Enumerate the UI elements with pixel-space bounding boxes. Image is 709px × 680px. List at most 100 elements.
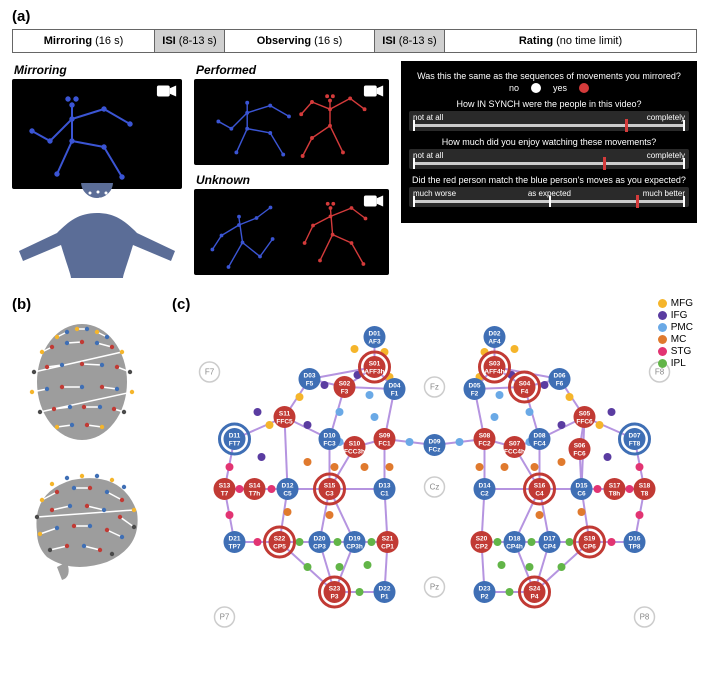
svg-text:FC1: FC1 [378, 441, 391, 448]
svg-text:C5: C5 [283, 491, 292, 498]
svg-text:S21: S21 [382, 536, 394, 543]
svg-text:S08: S08 [479, 433, 491, 440]
svg-text:D14: D14 [479, 483, 491, 490]
slider-q3[interactable]: not at allcompletely [409, 149, 689, 169]
svg-text:S23: S23 [329, 586, 341, 593]
svg-text:D08: D08 [534, 433, 546, 440]
svg-text:D23: D23 [479, 586, 491, 593]
svg-text:D17: D17 [544, 536, 556, 543]
svg-text:S07: S07 [509, 441, 521, 448]
svg-text:C2: C2 [480, 491, 489, 498]
svg-text:S22: S22 [274, 536, 286, 543]
panel-a-label: (a) [12, 8, 697, 25]
svg-text:S03: S03 [489, 361, 501, 368]
slider-q4[interactable]: much worseas expectedmuch better [409, 187, 689, 207]
panel-c-label: (c) [172, 296, 697, 313]
slider-label-right: completely [647, 113, 685, 122]
svg-text:CP6: CP6 [583, 544, 596, 551]
svg-text:C6: C6 [577, 491, 586, 498]
timeline-rating-label: Rating [519, 35, 553, 47]
svg-text:CP4h: CP4h [506, 544, 523, 551]
svg-text:S18: S18 [639, 483, 651, 490]
svg-text:P1: P1 [381, 594, 389, 601]
radio-yes-icon[interactable] [579, 83, 589, 93]
svg-text:FC3: FC3 [323, 441, 336, 448]
svg-text:S02: S02 [339, 381, 351, 388]
svg-text:P7: P7 [220, 613, 230, 622]
legend-panel-c: MFGIFGPMCMCSTGIPL [658, 298, 693, 370]
svg-text:F6: F6 [556, 381, 564, 388]
svg-text:D18: D18 [509, 536, 521, 543]
svg-text:D11: D11 [229, 433, 241, 440]
svg-text:S06: S06 [574, 443, 586, 450]
svg-text:S11: S11 [279, 411, 291, 418]
rating-q1-yes-label: yes [553, 83, 567, 93]
svg-text:FC2: FC2 [478, 441, 491, 448]
participant-silhouette [12, 183, 182, 278]
brain-top-view [12, 317, 152, 447]
timeline: Mirroring (16 s) ISI (8-13 s) Observing … [12, 29, 697, 53]
slider-label-right: completely [647, 151, 685, 160]
svg-text:AFF3h: AFF3h [364, 369, 384, 376]
timeline-isi-1: ISI (8-13 s) [155, 30, 225, 52]
svg-text:T8h: T8h [609, 491, 621, 498]
svg-text:F5: F5 [306, 381, 314, 388]
svg-text:P2: P2 [481, 594, 489, 601]
svg-text:CP1: CP1 [381, 544, 394, 551]
svg-text:S04: S04 [519, 381, 531, 388]
svg-text:FC6: FC6 [573, 451, 586, 458]
svg-text:Fz: Fz [430, 383, 439, 392]
svg-text:CP3h: CP3h [346, 544, 363, 551]
rating-q1-options: no yes [409, 83, 689, 93]
svg-text:T7: T7 [221, 491, 229, 498]
timeline-mirror-time: (16 s) [95, 35, 123, 47]
slider-q2[interactable]: not at allcompletely [409, 111, 689, 131]
panel-b-label: (b) [12, 296, 162, 313]
svg-text:Pz: Pz [430, 583, 439, 592]
svg-text:AF3: AF3 [368, 339, 381, 346]
rating-q2: How IN SYNCH were the people in this vid… [409, 99, 689, 109]
rating-panel: Was this the same as the sequences of mo… [401, 61, 697, 223]
svg-text:S17: S17 [609, 483, 621, 490]
svg-text:D07: D07 [629, 433, 641, 440]
svg-text:F3: F3 [341, 389, 349, 396]
svg-text:F4: F4 [521, 389, 529, 396]
timeline-obs-time: (16 s) [314, 35, 342, 47]
svg-text:S24: S24 [529, 586, 541, 593]
timeline-isi-label-2: ISI [382, 35, 395, 47]
rating-q3: How much did you enjoy watching these mo… [409, 137, 689, 147]
svg-text:D20: D20 [314, 536, 326, 543]
svg-text:T8: T8 [641, 491, 649, 498]
svg-text:D01: D01 [369, 331, 381, 338]
svg-text:F7: F7 [205, 368, 215, 377]
stick-figures-unknown [194, 189, 389, 275]
svg-text:D16: D16 [629, 536, 641, 543]
rating-q1: Was this the same as the sequences of mo… [409, 71, 689, 81]
svg-text:FT7: FT7 [229, 441, 241, 448]
svg-text:S09: S09 [379, 433, 391, 440]
unknown-sublabel: Unknown [196, 173, 389, 187]
svg-text:S14: S14 [249, 483, 261, 490]
svg-text:TP7: TP7 [229, 544, 241, 551]
svg-text:CP2: CP2 [475, 544, 488, 551]
performed-sublabel: Performed [196, 63, 389, 77]
svg-text:CP4: CP4 [543, 544, 556, 551]
radio-no-icon[interactable] [531, 83, 541, 93]
timeline-obs-label: Observing [257, 35, 311, 47]
stick-figures-performed [194, 79, 389, 165]
svg-text:AF4: AF4 [488, 339, 501, 346]
slider-label-right: much better [643, 189, 685, 198]
timeline-isi-2: ISI (8-13 s) [375, 30, 445, 52]
svg-text:D04: D04 [389, 383, 401, 390]
svg-text:CP3: CP3 [313, 544, 326, 551]
svg-text:D13: D13 [379, 483, 391, 490]
svg-text:FCz: FCz [429, 447, 442, 454]
svg-text:C3: C3 [325, 491, 334, 498]
timeline-observe: Observing (16 s) [225, 30, 375, 52]
svg-text:D12: D12 [282, 483, 294, 490]
svg-text:P4: P4 [531, 594, 539, 601]
svg-text:T7h: T7h [249, 491, 261, 498]
svg-text:S19: S19 [584, 536, 596, 543]
timeline-isi-label: ISI [162, 35, 175, 47]
timeline-mirror: Mirroring (16 s) [13, 30, 155, 52]
